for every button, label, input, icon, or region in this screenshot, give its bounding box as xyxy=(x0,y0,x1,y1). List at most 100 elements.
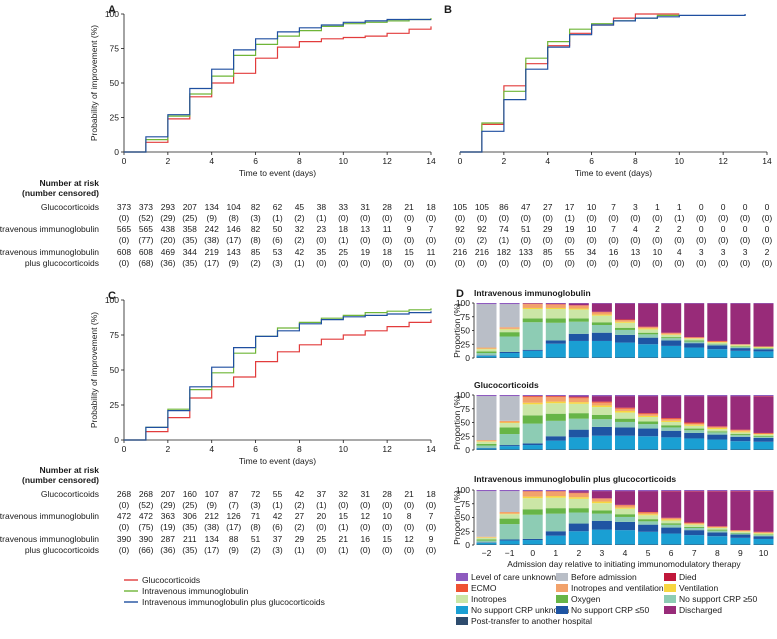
panel-b-label: B xyxy=(444,4,452,16)
stack-segment xyxy=(591,449,612,450)
stack-segment xyxy=(638,512,659,515)
stack-segment xyxy=(753,538,774,545)
stack-segment xyxy=(661,333,682,335)
risk-censored: (1) xyxy=(316,213,327,223)
legend-label: Level of care unknown xyxy=(471,572,556,582)
stack-segment xyxy=(568,493,589,498)
stack-segment xyxy=(753,395,774,397)
risk-count: 45 xyxy=(295,202,305,212)
risk-count: 2 xyxy=(765,247,770,257)
risk-row-label: plus glucocorticoids xyxy=(25,258,99,268)
stack-segment xyxy=(684,338,705,339)
risk-censored: (0) xyxy=(696,235,707,245)
risk-count: 11 xyxy=(383,224,392,234)
stack-segment xyxy=(638,413,659,415)
stack-segment xyxy=(684,544,705,545)
panel-a-risk-table: Number at risk(number censored) Glucocort… xyxy=(0,178,436,268)
risk-censored: (0) xyxy=(740,258,751,268)
panel-d-x-tick-label: −1 xyxy=(505,548,515,558)
legend-swatch xyxy=(456,617,468,625)
stack-segment xyxy=(615,435,635,450)
risk-censored: (0) xyxy=(652,258,663,268)
stack-segment xyxy=(591,513,612,521)
risk-count: 85 xyxy=(251,247,261,257)
panel-a-x-tick-label: 8 xyxy=(297,156,302,166)
risk-censored: (6) xyxy=(272,522,283,532)
stack-segment xyxy=(638,326,659,328)
stack-segment xyxy=(545,531,566,536)
risk-censored: (36) xyxy=(160,545,175,555)
panel-d-y-tick-label: 25 xyxy=(461,339,471,349)
stack-segment xyxy=(753,347,774,349)
stack-segment xyxy=(707,527,728,528)
risk-table-header: Number at risk xyxy=(39,178,99,188)
stack-segment xyxy=(545,401,566,404)
risk-count: 10 xyxy=(587,202,597,212)
stack-segment xyxy=(684,337,705,338)
panel-a-x-tick-label: 10 xyxy=(339,156,349,166)
legend-label: Inotropes xyxy=(471,594,506,604)
panel-a-plot: A 0 2 4 6 8 10 12 14 0 25 50 75 100 Time to event (day… xyxy=(89,4,436,178)
panel-d-x-tick-label: 6 xyxy=(669,548,674,558)
stack-segment xyxy=(615,418,635,422)
stack-segment xyxy=(615,508,635,515)
stack-segment xyxy=(638,490,659,492)
panel-a-x-tick-label: 4 xyxy=(209,156,214,166)
risk-censored: (2) xyxy=(294,235,305,245)
stack-segment xyxy=(661,421,682,426)
risk-count: 3 xyxy=(743,247,748,257)
stack-segment xyxy=(684,432,705,439)
risk-count: 42 xyxy=(295,489,305,499)
stack-segment xyxy=(568,333,589,341)
risk-censored: (0) xyxy=(564,258,575,268)
stack-segment xyxy=(753,534,774,536)
stack-segment xyxy=(661,419,682,421)
risk-count: 268 xyxy=(117,489,131,499)
risk-censored: (0) xyxy=(404,545,415,555)
stack-segment xyxy=(545,397,566,402)
stack-segment xyxy=(730,530,751,531)
stack-segment xyxy=(568,308,589,310)
risk-count: 126 xyxy=(227,511,241,521)
stack-segment xyxy=(661,544,682,545)
stack-segment xyxy=(661,395,682,397)
stack-segment xyxy=(476,395,497,397)
stack-segment xyxy=(591,325,612,333)
stack-segment xyxy=(522,396,543,398)
stack-segment xyxy=(707,426,728,427)
legend-swatch xyxy=(664,573,676,581)
risk-count: 160 xyxy=(183,489,197,499)
panel-c-y-tick-label: 50 xyxy=(110,365,120,375)
stack-segment xyxy=(753,535,774,537)
stack-segment xyxy=(730,531,751,532)
stack-segment xyxy=(476,544,497,545)
panel-c-x-tick-label: 2 xyxy=(165,444,170,454)
panel-c-x-tick-label: 4 xyxy=(209,444,214,454)
risk-censored: (35) xyxy=(182,235,197,245)
risk-count: 53 xyxy=(273,247,283,257)
stack-segment xyxy=(661,430,682,438)
stack-segment xyxy=(615,491,635,505)
risk-count: 92 xyxy=(477,224,487,234)
stack-segment xyxy=(707,526,728,527)
stack-segment xyxy=(545,357,566,358)
risk-table-header: Number at risk xyxy=(39,465,99,475)
stack-segment xyxy=(522,538,543,541)
risk-censored: (1) xyxy=(272,500,283,510)
risk-censored: (0) xyxy=(119,235,130,245)
panel-d-x-tick-label: 3 xyxy=(600,548,605,558)
panel-d-y-axis-title: Proportion (%) xyxy=(452,395,462,450)
stack-segment xyxy=(638,544,659,545)
risk-censored: (0) xyxy=(762,258,773,268)
risk-count: 219 xyxy=(205,247,219,257)
risk-count: 216 xyxy=(453,247,467,257)
stack-segment xyxy=(476,491,497,537)
stack-segment xyxy=(730,357,751,358)
stack-segment xyxy=(707,432,728,435)
stack-segment xyxy=(730,303,751,345)
risk-count: 13 xyxy=(631,247,641,257)
risk-count: 27 xyxy=(295,511,305,521)
risk-count: 390 xyxy=(139,534,153,544)
risk-count: 87 xyxy=(229,489,239,499)
stack-segment xyxy=(545,303,566,304)
